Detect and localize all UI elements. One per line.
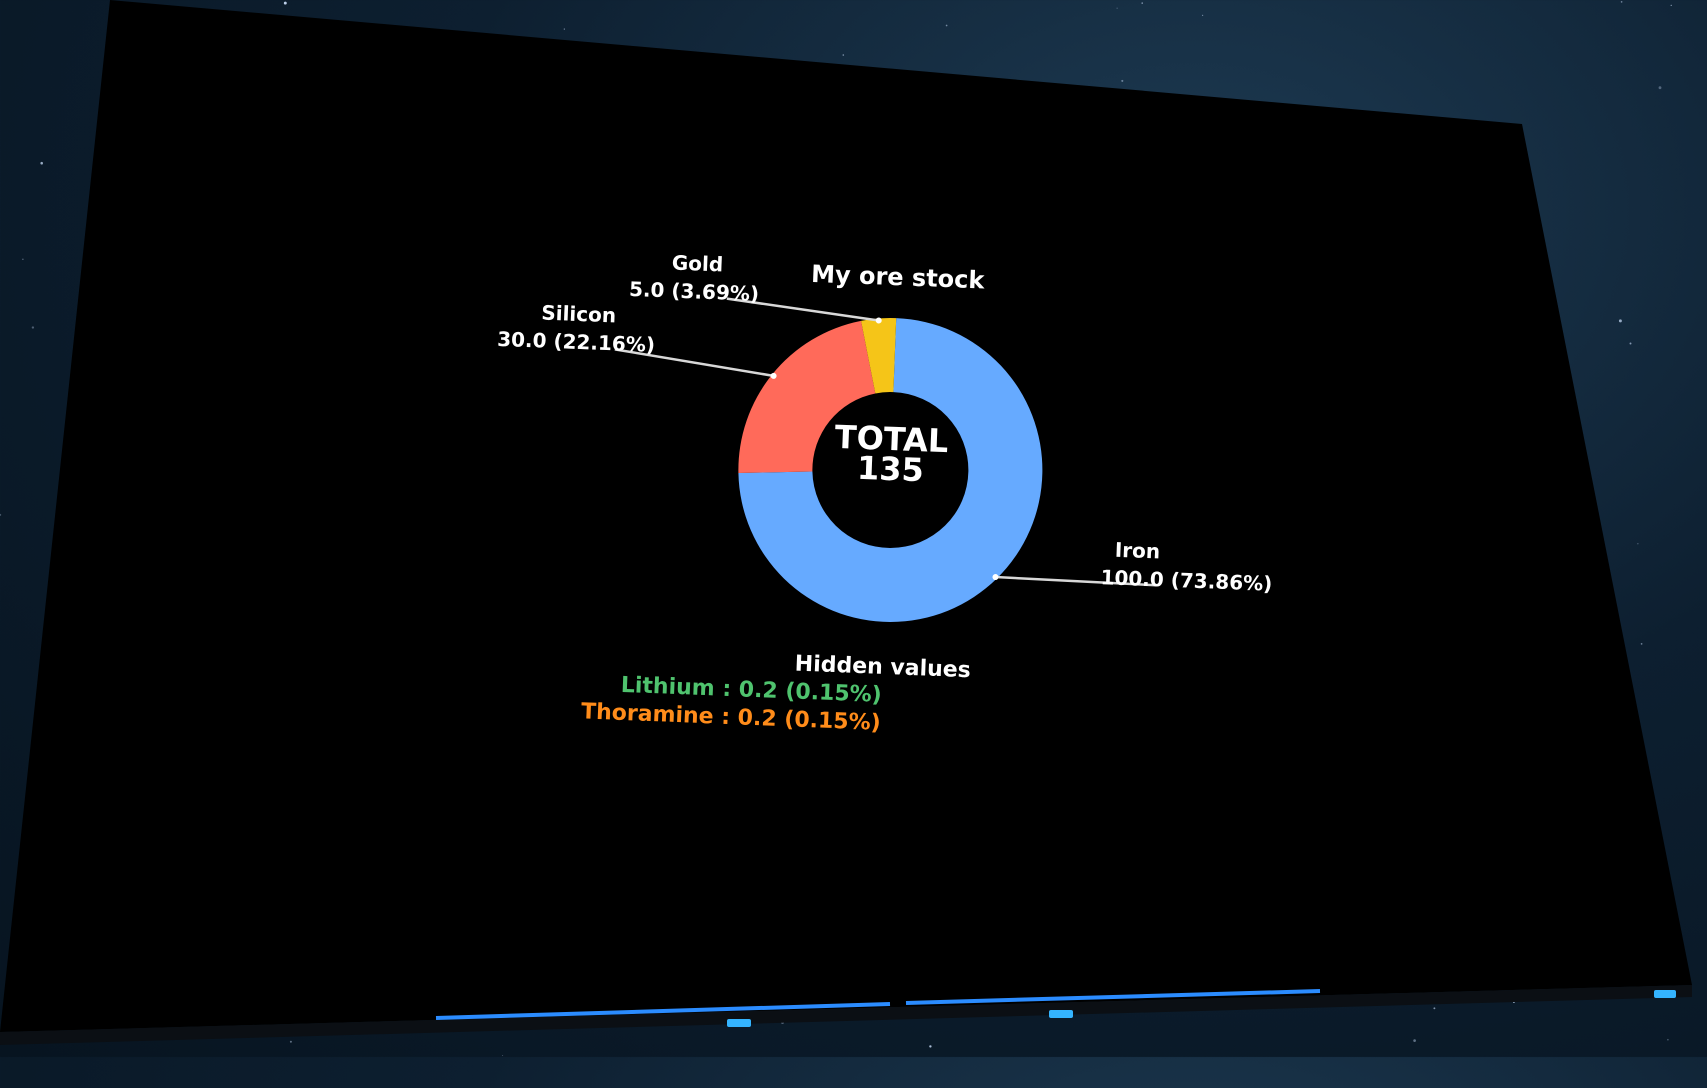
star [1620,1,1623,3]
slice-label-value-gold: 5.0 (3.69%) [629,277,760,306]
star [1618,319,1622,323]
indicator-light-right [905,989,1321,1005]
star [1670,4,1672,7]
star [1141,2,1143,4]
star [1121,79,1124,82]
slice-label-value-iron: 100.0 (73.86%) [1100,565,1273,596]
star [0,513,2,516]
chart-title: My ore stock [811,260,986,295]
star [1201,14,1204,17]
leader-dot-iron [992,574,999,581]
slice-label-name-iron: Iron [1114,538,1160,564]
star [1433,1007,1436,1010]
star [929,1045,932,1048]
leader-dot-gold [875,317,882,324]
slice-gold [861,318,897,394]
star [842,54,845,56]
indicator-light-left [435,1002,891,1020]
star [31,326,35,329]
slice-label-value-silicon: 30.0 (22.16%) [497,327,656,357]
star [289,1040,292,1043]
display-bezel-bottom [0,985,1692,1045]
star [283,1,287,5]
status-light-1 [727,1019,751,1027]
leader-dot-silicon [770,372,777,379]
star [1413,1039,1416,1042]
star [1658,86,1662,90]
slice-label-name-silicon: Silicon [541,301,617,328]
star [1637,543,1639,545]
star [1667,1038,1669,1041]
star [1629,342,1632,345]
center-total-label: TOTAL [834,418,949,460]
star [502,1054,504,1057]
leader-line-gold [726,297,879,322]
display-panel [0,0,1692,1045]
star [1640,643,1643,645]
center-total-value: 135 [856,449,924,490]
leader-line-silicon [614,348,774,378]
star [40,161,43,165]
slice-iron [738,318,1043,623]
donut-slices [738,318,1043,623]
star [563,28,565,30]
slice-label-name-gold: Gold [671,250,723,276]
display-screen [0,0,1692,1032]
star [945,24,948,27]
hidden-values-title: Hidden values [794,651,971,683]
status-light-3 [1654,990,1676,998]
status-light-2 [1049,1010,1073,1018]
slice-silicon [738,320,876,474]
leader-line-iron [995,575,1157,587]
star [22,258,24,260]
star [1116,7,1118,9]
